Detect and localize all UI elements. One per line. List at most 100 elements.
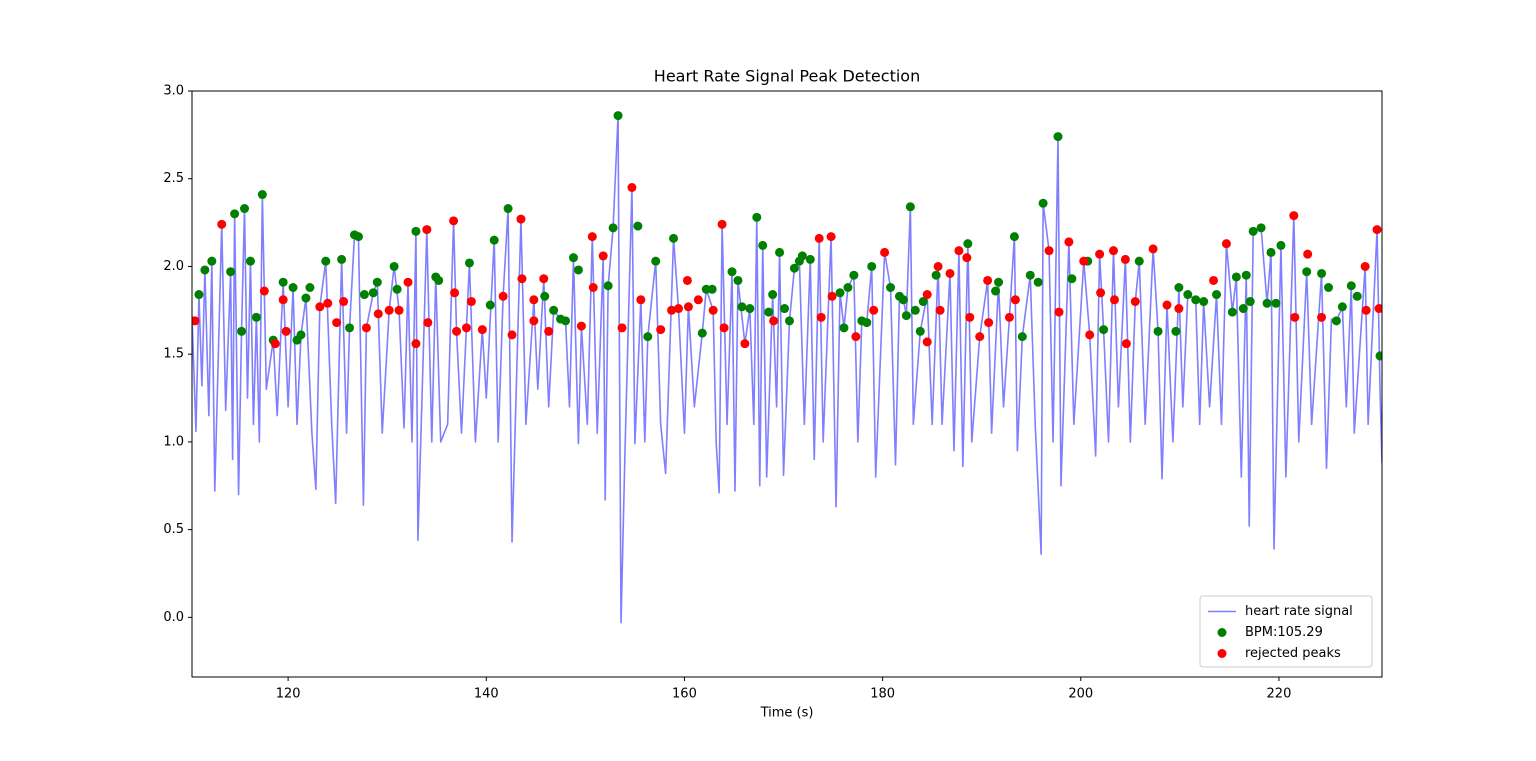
peak-marker: [257, 190, 267, 200]
peak-marker: [1372, 225, 1382, 235]
peak-marker: [411, 226, 421, 236]
peak-marker: [843, 283, 853, 293]
peak-marker: [539, 274, 549, 284]
peak-marker: [288, 283, 298, 293]
peak-marker: [775, 247, 785, 257]
peak-marker: [697, 328, 707, 338]
peak-marker: [392, 284, 402, 294]
peak-marker: [384, 305, 394, 315]
peak-marker: [403, 277, 413, 287]
peak-marker: [758, 240, 768, 250]
peak-marker: [576, 321, 586, 331]
y-tick-label: 0.5: [163, 522, 184, 537]
peak-marker: [1266, 247, 1276, 257]
peak-marker: [617, 323, 627, 333]
peak-marker: [745, 304, 755, 314]
peak-marker: [643, 332, 653, 342]
peak-marker: [464, 258, 474, 268]
y-tick-label: 1.5: [163, 347, 184, 362]
peak-marker: [814, 233, 824, 243]
legend-box: [1199, 595, 1373, 668]
peak-marker: [613, 111, 623, 121]
peak-marker: [880, 247, 890, 257]
x-tick-label: 180: [870, 687, 895, 702]
peak-marker: [1054, 307, 1064, 317]
peak-marker: [1096, 288, 1106, 298]
x-tick-label: 160: [672, 687, 697, 702]
peak-marker: [1017, 332, 1027, 342]
peak-marker: [717, 219, 727, 229]
peak-marker: [945, 268, 955, 278]
peak-marker: [251, 312, 261, 322]
peak-marker: [332, 318, 342, 328]
peak-marker: [240, 204, 250, 214]
peak-marker: [1121, 339, 1131, 349]
peak-marker: [1134, 256, 1144, 266]
peak-marker: [669, 233, 679, 243]
peak-marker: [1085, 330, 1095, 340]
peak-marker: [975, 332, 985, 342]
peak-marker: [359, 290, 369, 300]
legend-label: BPM:105.29: [1245, 625, 1323, 640]
peak-marker: [1375, 351, 1382, 361]
peak-marker: [1191, 295, 1201, 305]
peak-marker: [835, 288, 845, 298]
peak-marker: [368, 288, 378, 298]
peak-marker: [485, 300, 495, 310]
peak-marker: [1148, 244, 1158, 254]
peak-marker: [1231, 272, 1241, 282]
peak-marker: [1360, 261, 1370, 271]
peak-marker: [693, 295, 703, 305]
legend-label: rejected peaks: [1245, 646, 1341, 661]
legend-marker: [1217, 628, 1227, 637]
peak-marker: [411, 339, 421, 349]
peak-marker: [544, 326, 554, 336]
peak-marker: [1317, 268, 1327, 278]
peak-marker: [1199, 297, 1209, 307]
peak-marker: [740, 339, 750, 349]
peak-marker: [1227, 307, 1237, 317]
peak-marker: [507, 330, 517, 340]
peak-marker: [636, 295, 646, 305]
peak-marker: [769, 316, 779, 326]
peak-marker: [389, 261, 399, 271]
peak-marker: [503, 204, 513, 214]
x-tick-label: 120: [276, 687, 301, 702]
peak-marker: [935, 305, 945, 315]
peak-marker: [1245, 297, 1255, 307]
y-tick-label: 2.0: [163, 259, 184, 274]
peak-marker: [1346, 281, 1356, 291]
peak-marker: [1271, 298, 1281, 308]
peak-marker: [991, 286, 1001, 296]
peak-marker: [733, 275, 743, 285]
peak-marker: [826, 232, 836, 242]
peak-marker: [933, 261, 943, 271]
peak-marker: [918, 297, 928, 307]
peak-marker: [200, 265, 210, 275]
peak-marker: [259, 286, 269, 296]
peak-marker: [394, 305, 404, 315]
peak-marker: [540, 291, 550, 301]
chart-title: Heart Rate Signal Peak Detection: [654, 67, 920, 86]
peak-marker: [422, 225, 432, 235]
peak-marker: [737, 302, 747, 312]
peak-marker: [373, 309, 383, 319]
peak-marker: [752, 212, 762, 222]
peak-marker: [816, 312, 826, 322]
peak-marker: [517, 274, 527, 284]
y-tick-label: 1.0: [163, 434, 184, 449]
peak-marker: [839, 323, 849, 333]
peak-marker: [862, 318, 872, 328]
peak-marker: [682, 275, 692, 285]
peak-marker: [651, 256, 661, 266]
peak-marker: [1025, 270, 1035, 280]
peak-marker: [1109, 295, 1119, 305]
peak-marker: [780, 304, 790, 314]
peak-marker: [1130, 297, 1140, 307]
peak-marker: [922, 337, 932, 347]
peak-marker: [372, 277, 382, 287]
peak-marker: [568, 253, 578, 263]
peak-marker: [321, 256, 331, 266]
peak-marker: [315, 302, 325, 312]
